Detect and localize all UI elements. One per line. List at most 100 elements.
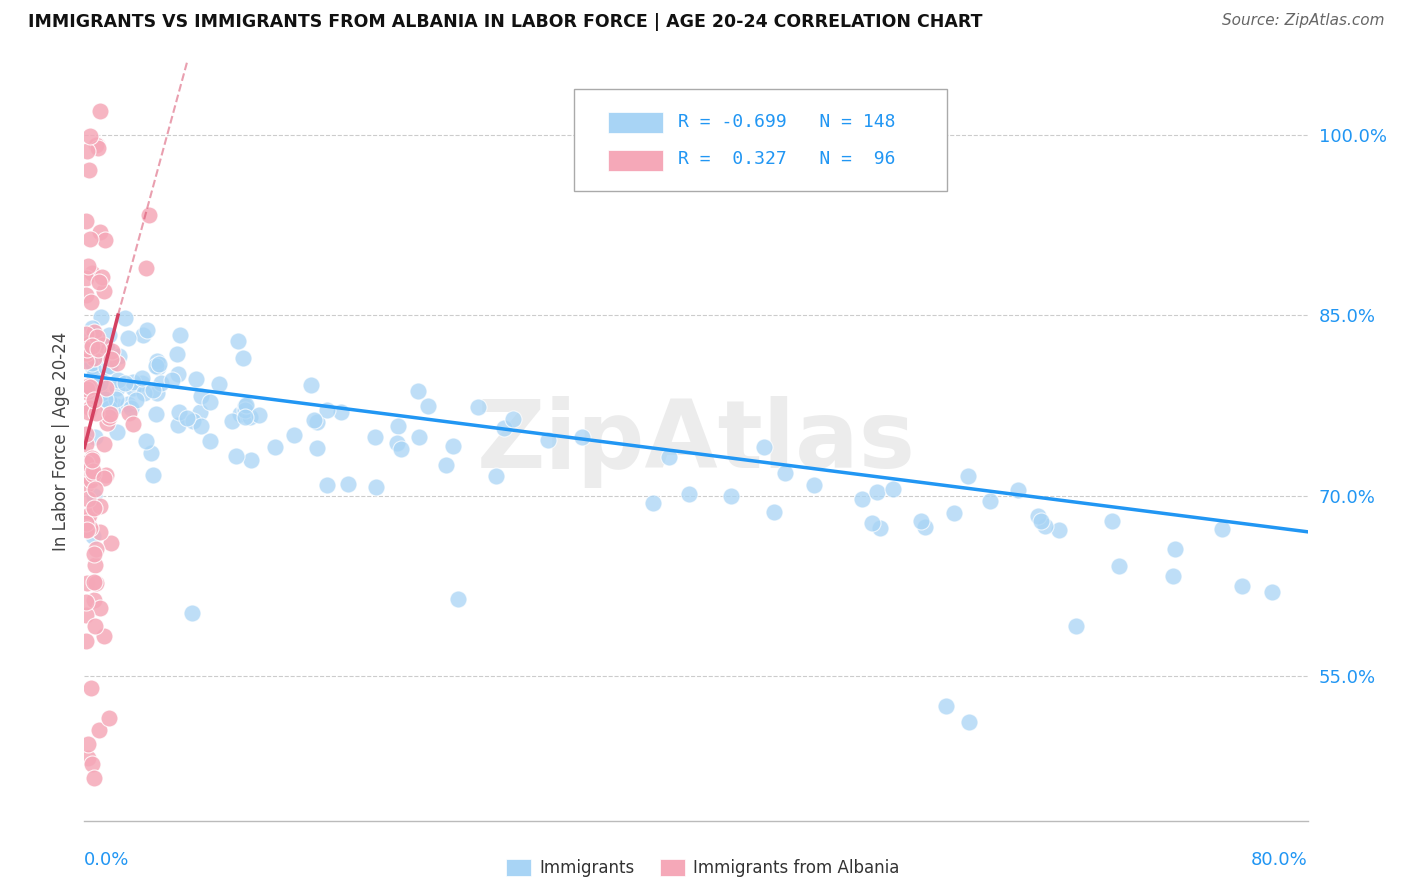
Point	[75, 353, 97, 368]
Point	[200, 434, 222, 449]
Point	[135, 434, 157, 448]
Point	[80, 453, 103, 467]
Point	[75, 327, 97, 342]
Point	[96, 359, 118, 374]
Point	[1161, 569, 1184, 583]
Point	[77, 751, 100, 765]
Point	[82, 464, 104, 478]
Point	[75, 521, 97, 535]
Point	[80, 337, 103, 351]
Point	[75, 271, 97, 285]
Point	[122, 381, 145, 395]
Text: 0.0%: 0.0%	[84, 851, 129, 869]
Point	[492, 421, 515, 435]
Point	[93, 284, 115, 298]
Point	[87, 275, 110, 289]
Point	[89, 376, 111, 391]
FancyBboxPatch shape	[574, 89, 946, 191]
Point	[418, 399, 440, 413]
Point	[93, 629, 115, 643]
Point	[98, 407, 121, 421]
Point	[434, 458, 457, 472]
Point	[233, 399, 256, 413]
Point	[118, 406, 141, 420]
Point	[235, 398, 257, 412]
Point	[181, 414, 204, 428]
Point	[232, 351, 254, 366]
Point	[83, 325, 105, 339]
Point	[302, 413, 325, 427]
Point	[100, 351, 122, 366]
Point	[443, 439, 465, 453]
Point	[385, 435, 408, 450]
Point	[75, 288, 97, 302]
Point	[80, 681, 103, 695]
Point	[89, 226, 111, 240]
Point	[240, 453, 263, 467]
Point	[80, 450, 103, 465]
Point	[105, 399, 128, 413]
Point	[145, 407, 167, 421]
Point	[96, 467, 118, 482]
Point	[135, 323, 157, 337]
Point	[131, 376, 153, 390]
Point	[882, 482, 904, 496]
Point	[299, 378, 322, 392]
Point	[169, 405, 191, 419]
Point	[190, 389, 212, 403]
Point	[94, 386, 117, 401]
Point	[485, 468, 508, 483]
Point	[105, 356, 128, 370]
Point	[408, 430, 430, 444]
Point	[84, 619, 107, 633]
Point	[77, 379, 100, 393]
Point	[233, 403, 256, 417]
Text: R =  0.327   N =  96: R = 0.327 N = 96	[678, 151, 896, 169]
Point	[75, 213, 97, 227]
Point	[79, 380, 101, 394]
Point	[76, 144, 98, 158]
Point	[84, 558, 107, 572]
Point	[142, 468, 165, 483]
Point	[96, 351, 118, 365]
Point	[957, 714, 980, 729]
Point	[80, 380, 103, 394]
Point	[90, 310, 112, 324]
Point	[83, 430, 105, 444]
Point	[641, 496, 664, 510]
Point	[101, 353, 124, 368]
Point	[754, 441, 776, 455]
Point	[77, 162, 100, 177]
Point	[107, 373, 129, 387]
Point	[1007, 483, 1029, 497]
Point	[1047, 523, 1070, 537]
Point	[1033, 519, 1056, 533]
Point	[86, 575, 108, 590]
Point	[957, 469, 980, 483]
Point	[1029, 514, 1052, 528]
Point	[75, 461, 97, 475]
Point	[83, 368, 105, 382]
Point	[97, 328, 120, 343]
Point	[83, 547, 105, 561]
Point	[763, 505, 786, 519]
Point	[83, 501, 105, 516]
Point	[225, 449, 247, 463]
Point	[89, 375, 111, 389]
Point	[93, 471, 115, 485]
Point	[176, 411, 198, 425]
Point	[364, 480, 387, 494]
Text: Source: ZipAtlas.com: Source: ZipAtlas.com	[1222, 13, 1385, 29]
Point	[76, 385, 98, 400]
Point	[914, 520, 936, 534]
Point	[167, 368, 190, 382]
Point	[935, 698, 957, 713]
Point	[169, 327, 191, 342]
Point	[75, 516, 97, 530]
Point	[80, 356, 103, 370]
Point	[1108, 559, 1130, 574]
Point	[75, 595, 97, 609]
Point	[87, 343, 110, 357]
Point	[97, 394, 120, 409]
Point	[89, 103, 111, 118]
